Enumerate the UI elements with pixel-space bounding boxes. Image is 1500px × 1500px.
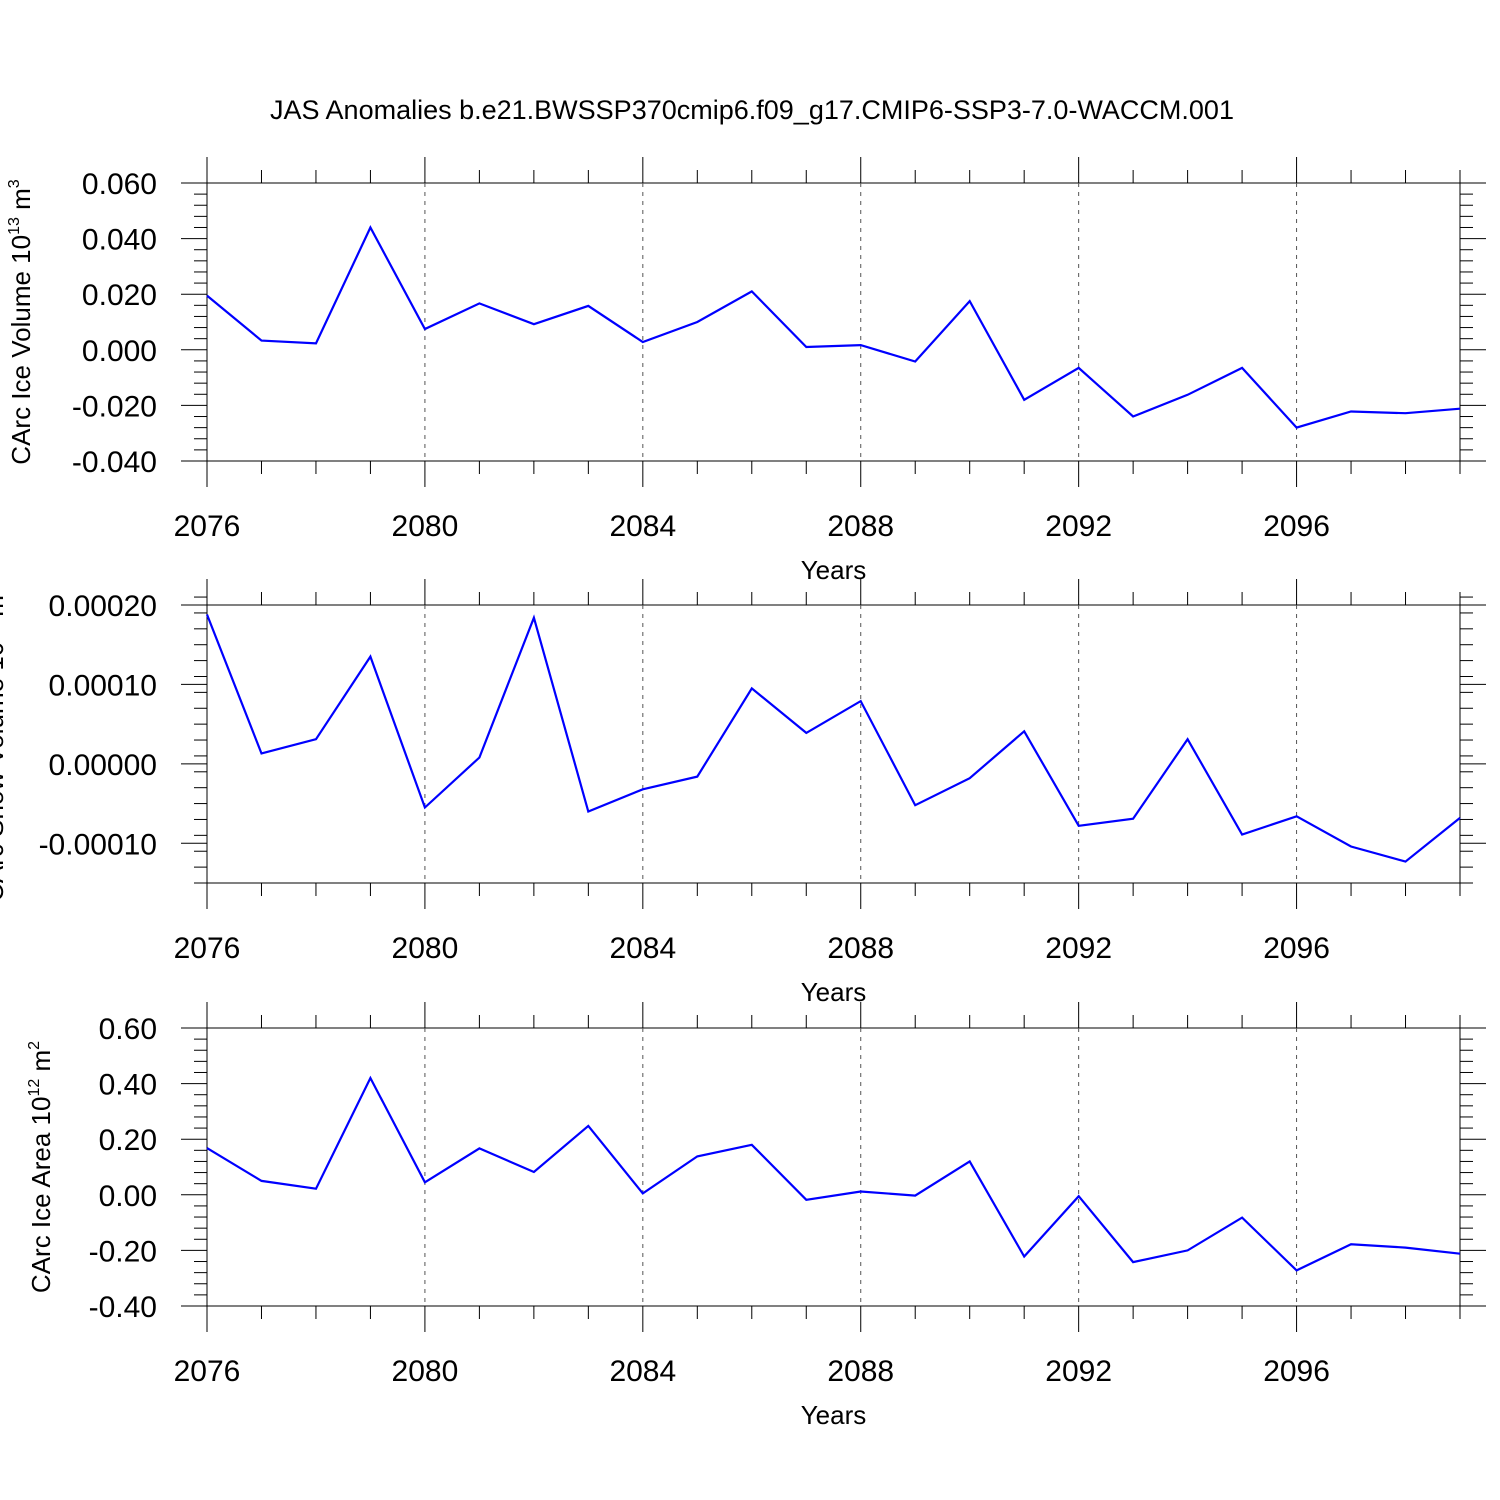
x-tick-label: 2076	[174, 1355, 241, 1388]
y-tick-label: 0.020	[82, 279, 157, 312]
y-tick-label: 0.00010	[49, 669, 157, 702]
plot-frame	[206, 1027, 1461, 1307]
chart-title: JAS Anomalies b.e21.BWSSP370cmip6.f09_g1…	[270, 95, 1234, 125]
y-tick-label: 0.20	[99, 1124, 157, 1157]
y-tick-label: -0.40	[89, 1291, 157, 1324]
y-tick-label: 0.60	[99, 1013, 157, 1046]
y-tick-label: -0.00010	[39, 828, 157, 861]
x-tick-label: 2076	[174, 932, 241, 965]
series-line-snow-volume	[205, 614, 1461, 863]
y-tick-label: 0.40	[99, 1069, 157, 1102]
y-axis-title: CArc Snow Volume 1013 m3	[0, 586, 9, 902]
y-tick-label: 0.000	[82, 335, 157, 368]
x-tick-label: 2084	[609, 1355, 676, 1388]
x-tick-label: 2084	[609, 932, 676, 965]
x-tick-label: 2088	[827, 1355, 894, 1388]
x-tick-label: 2088	[827, 510, 894, 543]
x-axis-title: Years	[801, 1400, 867, 1430]
series-line-ice-area	[206, 1075, 1461, 1272]
y-tick-label: 0.040	[82, 224, 157, 257]
y-axis-title: CArc Ice Volume 1013 m3	[6, 179, 36, 464]
y-tick-label: 0.00	[99, 1180, 157, 1213]
y-tick-label: -0.040	[72, 446, 157, 479]
x-tick-label: 2080	[392, 1355, 459, 1388]
x-tick-label: 2084	[609, 510, 676, 543]
x-tick-label: 2092	[1045, 1355, 1112, 1388]
series-line-ice-volume	[206, 225, 1461, 429]
x-tick-label: 2092	[1045, 932, 1112, 965]
x-tick-label: 2096	[1263, 932, 1330, 965]
x-tick-label: 2096	[1263, 1355, 1330, 1388]
panel-snow-volume: 2076 2080 2084 2088 2092 2096 0.00020 0.00010 0.…	[0, 579, 1486, 1007]
plot-frame	[206, 182, 1461, 462]
y-tick-label: 0.00020	[49, 590, 157, 623]
x-tick-label: 2076	[174, 510, 241, 543]
x-tick-label: 2080	[392, 510, 459, 543]
x-axis-title: Years	[801, 555, 867, 585]
y-axis-title: CArc Ice Area 1012 m2	[26, 1041, 56, 1293]
x-tick-label: 2096	[1263, 510, 1330, 543]
y-tick-label: -0.20	[89, 1235, 157, 1268]
chart-panels: 2076 2080 2084 2088 2092 2096 0.060 0.040 0.020 0…	[0, 157, 1486, 1430]
panel-ice-volume: 2076 2080 2084 2088 2092 2096 0.060 0.040 0.020 0…	[6, 157, 1486, 585]
x-tick-label: 2092	[1045, 510, 1112, 543]
y-tick-label: 0.060	[82, 168, 157, 201]
plot-frame	[206, 604, 1461, 884]
y-tick-label: -0.020	[72, 390, 157, 423]
x-axis-title: Years	[801, 977, 867, 1007]
x-tick-label: 2080	[392, 932, 459, 965]
y-tick-label: 0.00000	[49, 749, 157, 782]
x-tick-label: 2088	[827, 932, 894, 965]
panel-ice-area: 2076 2080 2084 2088 2092 2096 0.60 0.40 0.20 0.00…	[26, 1002, 1486, 1430]
